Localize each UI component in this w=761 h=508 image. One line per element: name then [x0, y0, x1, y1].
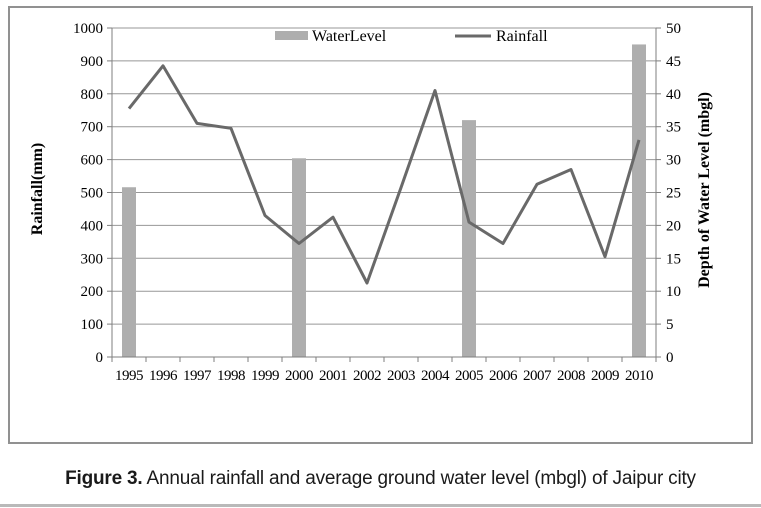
right-tick-label: 45 [666, 54, 681, 70]
left-tick-label: 0 [96, 350, 104, 366]
bar-2005 [462, 120, 476, 358]
x-tick-label: 2006 [489, 368, 518, 384]
x-tick-label: 2009 [591, 368, 619, 384]
x-tick-label: 2010 [625, 368, 653, 384]
gridlines [112, 27, 656, 325]
bottom-rule [0, 504, 761, 507]
legend-waterlevel-swatch [275, 31, 308, 40]
legend: WaterLevel Rainfall [275, 28, 548, 45]
figure-box: 1000 900 800 700 600 500 400 300 200 100 0 50 45 40 35… [8, 6, 753, 444]
left-tick-label: 700 [81, 120, 104, 136]
right-tick-label: 5 [666, 317, 674, 333]
x-tick-label: 2001 [319, 368, 347, 384]
x-tick-label: 1995 [115, 368, 143, 384]
rainfall-line [127, 64, 641, 285]
left-tick-label: 500 [81, 186, 104, 202]
caption-label: Figure 3. [65, 468, 143, 489]
waterlevel-bars [122, 44, 646, 358]
x-tick-label: 2003 [387, 368, 415, 384]
legend-rainfall-label: Rainfall [496, 28, 548, 45]
right-tick-label: 15 [666, 251, 681, 267]
left-tick-label: 800 [81, 87, 104, 103]
right-tick-label: 35 [666, 120, 681, 136]
right-tick-label: 50 [666, 21, 681, 37]
bar-1995 [122, 187, 136, 357]
left-tick-label: 200 [81, 284, 104, 300]
right-tick-label: 40 [666, 87, 681, 103]
x-tick-label: 2005 [455, 368, 483, 384]
x-tick-label: 2000 [285, 368, 313, 384]
left-tick-label: 400 [81, 218, 104, 234]
x-tick-label: 1999 [251, 368, 279, 384]
legend-waterlevel-label: WaterLevel [312, 28, 387, 45]
right-axis-title: Depth of Water Level (mbgl) [696, 92, 713, 288]
left-tick-label: 100 [81, 317, 104, 333]
left-tick-label: 600 [81, 153, 104, 169]
x-tick-label: 2004 [421, 368, 450, 384]
right-tick-label: 30 [666, 153, 681, 169]
right-tick-label: 0 [666, 350, 674, 366]
x-tick-label: 1997 [183, 368, 212, 384]
bar-2000 [292, 158, 306, 357]
x-tick-label: 2002 [353, 368, 381, 384]
figure-caption: Figure 3. Annual rainfall and average gr… [0, 468, 761, 490]
x-tick-label: 1998 [217, 368, 245, 384]
left-tick-label: 1000 [73, 21, 103, 37]
left-tick-label: 300 [81, 251, 104, 267]
right-tick-label: 10 [666, 284, 681, 300]
right-tick-label: 25 [666, 186, 681, 202]
x-tick-label: 2007 [523, 368, 552, 384]
chart-canvas: 1000900800700600500400300200100050454035… [29, 21, 713, 384]
x-axis-labels: 1995 1996 1997 1998 1999 2000 2001 2002 2003 2004… [111, 357, 657, 384]
x-tick-label: 2008 [557, 368, 585, 384]
left-axis-title: Rainfall(mm) [29, 143, 46, 235]
caption-text: Annual rainfall and average ground water… [142, 468, 697, 489]
x-tick-label: 1996 [149, 368, 178, 384]
bar-2010 [632, 44, 646, 357]
left-tick-label: 900 [81, 54, 104, 70]
right-tick-label: 20 [666, 218, 681, 234]
